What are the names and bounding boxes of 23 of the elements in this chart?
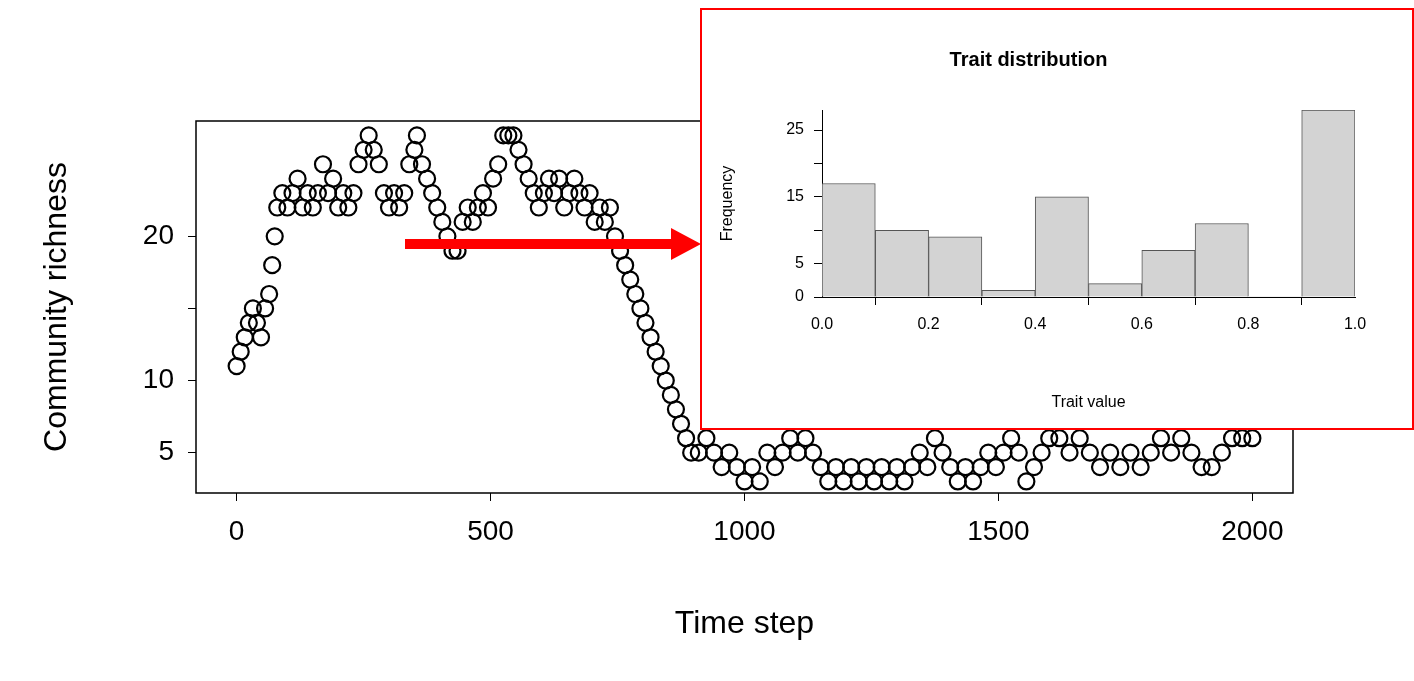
x-tick-label: 1.0 <box>1343 315 1367 333</box>
x-tick-label: 2000 <box>1221 514 1284 546</box>
y-axis-title: Frequency <box>718 165 736 242</box>
chart-title: Trait distribution <box>949 47 1108 70</box>
y-tick-label: 5 <box>158 435 174 467</box>
x-tick-label: 0.8 <box>1237 315 1260 333</box>
x-tick-label: 0.4 <box>1024 315 1047 333</box>
y-tick-label: 10 <box>142 363 174 395</box>
x-tick-label: 0 <box>228 514 245 546</box>
y-tick-label: 25 <box>786 120 805 138</box>
y-tick-label: 0 <box>795 287 805 305</box>
x-tick-label: 1500 <box>967 514 1030 546</box>
y-axis-title: Community richness <box>37 162 74 452</box>
y-tick-label: 20 <box>142 219 174 251</box>
x-tick-label: 0.0 <box>810 315 834 333</box>
x-tick-label: 0.2 <box>917 315 940 333</box>
x-axis-title: Time step <box>674 603 815 640</box>
y-tick-label: 15 <box>786 187 805 205</box>
x-axis-title: Trait value <box>1051 392 1126 410</box>
x-tick-label: 0.6 <box>1130 315 1154 333</box>
x-tick-label: 1000 <box>713 514 776 546</box>
y-tick-label: 5 <box>795 254 805 272</box>
x-tick-label: 500 <box>467 514 514 546</box>
